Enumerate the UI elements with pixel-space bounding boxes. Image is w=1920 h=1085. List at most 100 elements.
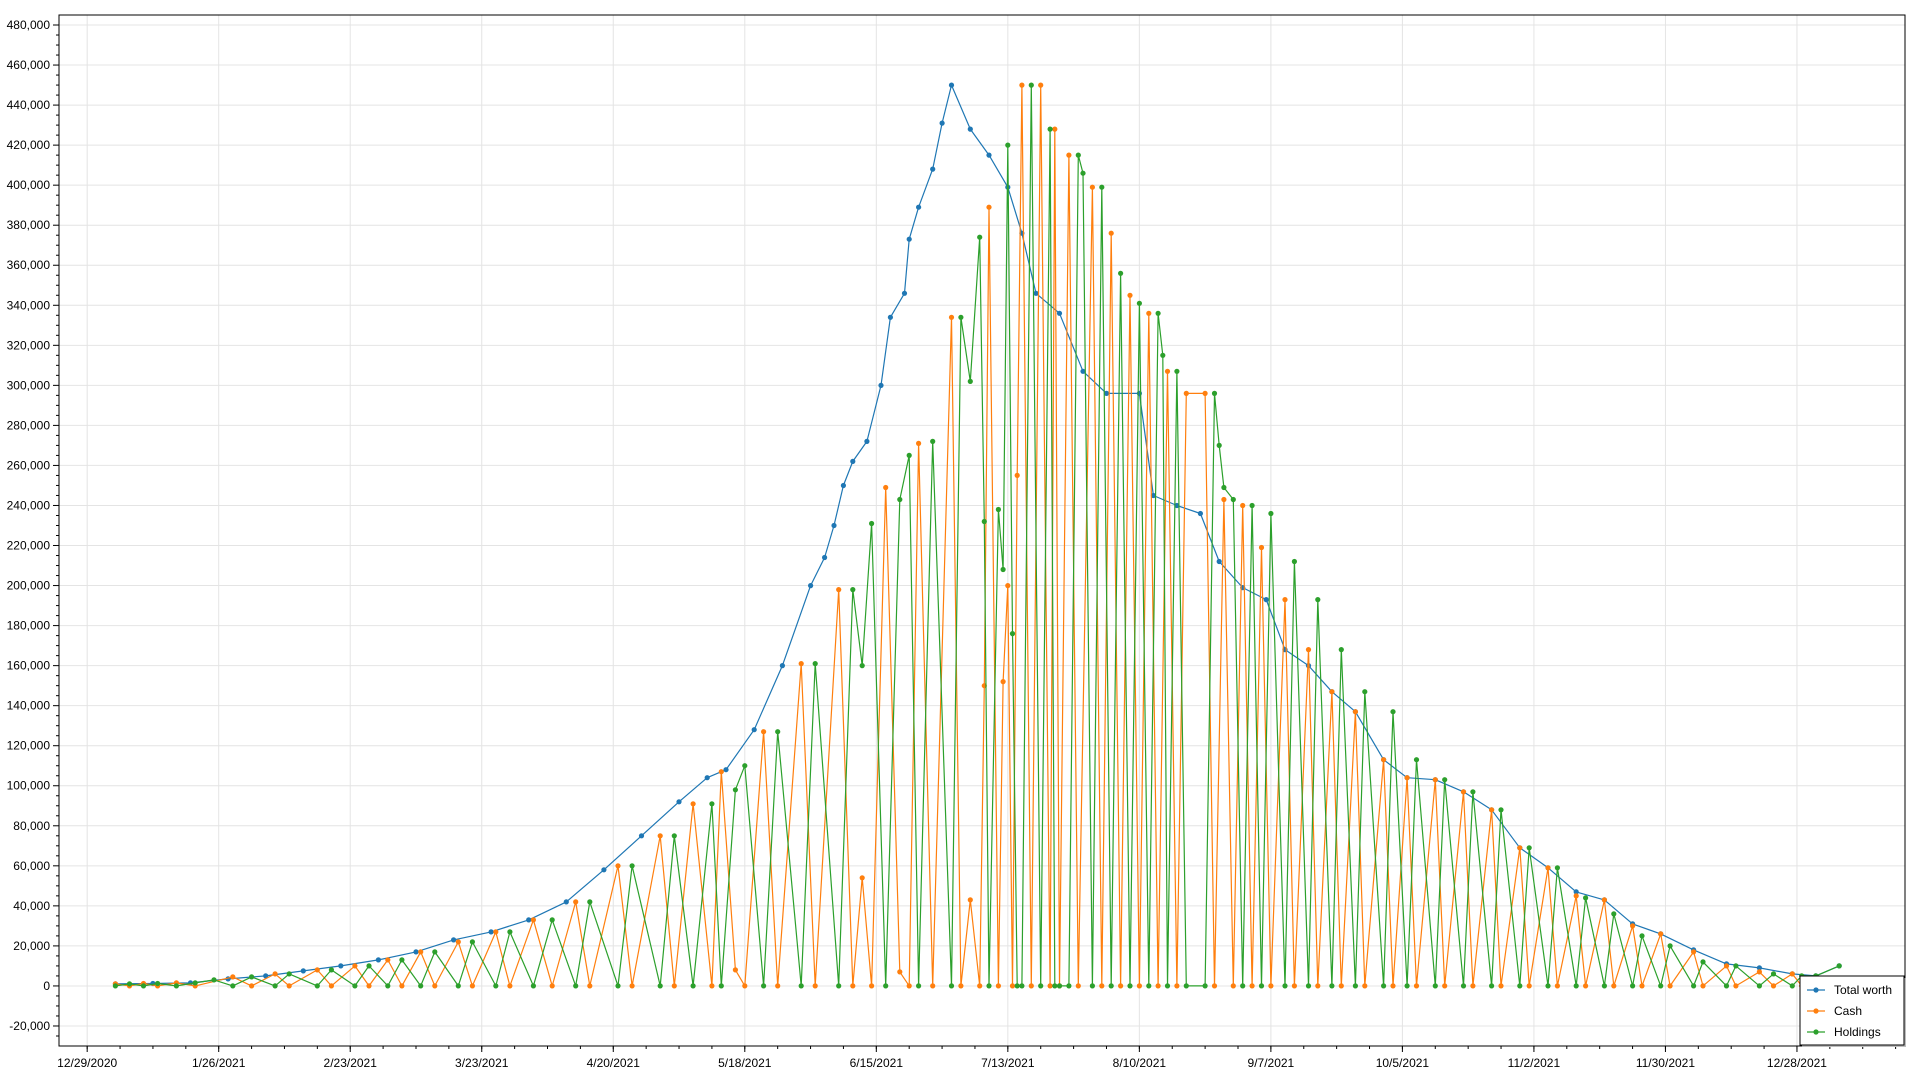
data-point bbox=[211, 977, 217, 983]
data-point bbox=[1733, 963, 1739, 969]
data-point bbox=[1545, 865, 1551, 871]
data-point bbox=[1460, 983, 1467, 989]
data-point bbox=[775, 729, 781, 735]
data-point bbox=[1836, 963, 1842, 969]
data-point bbox=[352, 963, 358, 969]
data-point bbox=[1230, 496, 1236, 503]
y-tick-label: 100,000 bbox=[7, 779, 51, 793]
data-point bbox=[1028, 983, 1034, 989]
data-point bbox=[812, 661, 818, 667]
legend[interactable]: Total worth Cash Holdings bbox=[1799, 975, 1906, 1047]
data-point bbox=[1282, 597, 1288, 603]
data-point bbox=[897, 496, 903, 503]
data-point bbox=[1432, 777, 1438, 783]
data-point bbox=[948, 82, 955, 88]
data-point bbox=[638, 833, 645, 839]
data-point bbox=[1174, 983, 1180, 989]
data-point bbox=[112, 983, 118, 989]
data-point bbox=[455, 939, 461, 945]
data-point bbox=[1164, 983, 1171, 989]
data-point bbox=[1352, 983, 1358, 989]
data-point bbox=[850, 983, 856, 989]
data-point bbox=[977, 234, 983, 240]
data-point bbox=[272, 971, 278, 977]
data-point bbox=[1056, 983, 1063, 989]
data-point bbox=[352, 983, 358, 989]
data-point bbox=[1630, 983, 1636, 989]
data-point bbox=[1052, 126, 1058, 132]
data-point bbox=[1146, 310, 1152, 316]
y-tick-label: 460,000 bbox=[7, 58, 51, 72]
data-point bbox=[1442, 983, 1448, 989]
data-point bbox=[1432, 983, 1438, 989]
data-point bbox=[1249, 502, 1255, 509]
data-point bbox=[249, 983, 255, 989]
axes: 12/29/2020 1/26/2021 2/23/2021 3/23/2021 4/2… bbox=[7, 14, 1906, 1070]
data-point bbox=[328, 967, 334, 973]
data-point bbox=[587, 899, 593, 905]
data-point bbox=[1038, 82, 1044, 88]
data-point bbox=[375, 957, 381, 963]
data-point bbox=[286, 971, 292, 977]
data-point bbox=[469, 939, 475, 945]
data-point bbox=[1583, 983, 1589, 989]
data-point bbox=[1019, 983, 1025, 989]
data-point bbox=[718, 983, 724, 989]
data-point bbox=[1315, 597, 1321, 603]
y-tick-label: 40,000 bbox=[13, 899, 50, 913]
data-point bbox=[812, 983, 818, 989]
data-point bbox=[385, 957, 391, 963]
data-point bbox=[1230, 983, 1236, 989]
data-point bbox=[1498, 807, 1504, 813]
data-point bbox=[1700, 959, 1706, 965]
data-point bbox=[1019, 82, 1025, 88]
data-point bbox=[314, 967, 320, 973]
data-point bbox=[916, 440, 922, 446]
data-point bbox=[155, 980, 161, 987]
data-point bbox=[629, 983, 635, 989]
data-point bbox=[1362, 689, 1368, 695]
data-point bbox=[977, 983, 983, 989]
data-point bbox=[314, 983, 320, 989]
data-point bbox=[1789, 983, 1795, 989]
series-layer bbox=[112, 82, 1842, 989]
y-tick-label: 180,000 bbox=[7, 619, 51, 633]
data-point bbox=[1756, 969, 1762, 975]
data-point bbox=[1489, 807, 1495, 813]
data-point bbox=[775, 983, 781, 989]
data-point bbox=[1197, 510, 1203, 517]
data-point bbox=[1390, 709, 1396, 715]
data-point bbox=[1329, 983, 1335, 989]
data-point bbox=[432, 983, 438, 989]
data-point bbox=[230, 974, 236, 980]
data-point bbox=[1517, 845, 1523, 851]
data-point bbox=[192, 980, 198, 986]
data-point bbox=[657, 833, 663, 839]
y-tick-label: 140,000 bbox=[7, 699, 51, 713]
data-point bbox=[126, 981, 133, 987]
data-point bbox=[1338, 647, 1344, 653]
data-point bbox=[822, 554, 828, 561]
data-point bbox=[1305, 983, 1312, 989]
data-point bbox=[1103, 390, 1110, 396]
data-point bbox=[732, 967, 739, 973]
data-point bbox=[967, 126, 973, 132]
data-point bbox=[1413, 983, 1420, 989]
data-point bbox=[1211, 390, 1218, 396]
data-point bbox=[709, 801, 715, 807]
data-point bbox=[864, 438, 870, 444]
data-point bbox=[1639, 933, 1645, 939]
data-point bbox=[916, 204, 922, 210]
data-point bbox=[1038, 983, 1044, 989]
data-point bbox=[1498, 983, 1504, 989]
data-point bbox=[1136, 983, 1142, 989]
data-point bbox=[1329, 689, 1335, 695]
data-point bbox=[230, 983, 236, 989]
y-tick-label: 60,000 bbox=[13, 859, 50, 873]
data-point bbox=[1075, 983, 1081, 989]
data-point bbox=[742, 983, 748, 989]
data-point bbox=[1573, 893, 1579, 899]
data-point bbox=[1489, 983, 1495, 989]
data-point bbox=[140, 983, 147, 989]
